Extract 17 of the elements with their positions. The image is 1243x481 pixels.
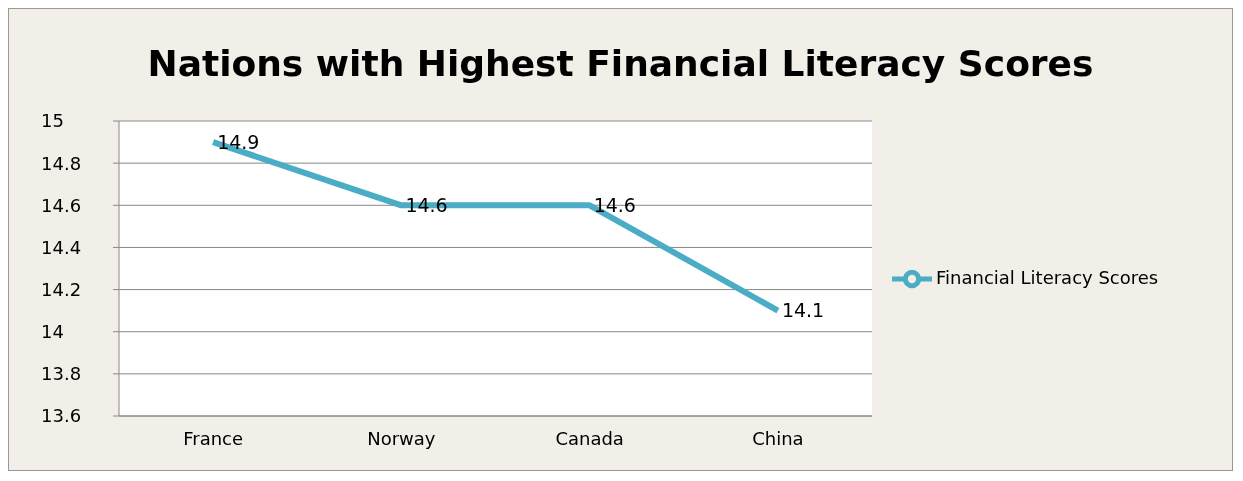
y-tick-label: 13.6: [41, 405, 82, 427]
y-tick-label: 14.4: [41, 236, 82, 258]
legend-label: Financial Literacy Scores: [936, 266, 1159, 288]
y-tick-label: 14.6: [41, 194, 82, 216]
y-tick-label: 14.8: [41, 152, 82, 174]
y-tick-label: 15: [41, 110, 64, 132]
data-label: 14.6: [593, 194, 636, 217]
chart-title: Nations with Highest Financial Literacy Scores: [146, 42, 1095, 86]
x-tick-label: France: [183, 427, 244, 449]
data-label: 14.9: [217, 130, 260, 153]
y-tick-label: 14.2: [41, 278, 82, 300]
x-tick-label: Canada: [555, 427, 624, 449]
y-tick-label: 14: [41, 321, 64, 343]
x-tick-label: Norway: [367, 427, 436, 449]
y-tick-label: 13.8: [41, 363, 82, 385]
data-label: 14.1: [781, 299, 825, 322]
x-tick-label: China: [752, 427, 804, 449]
